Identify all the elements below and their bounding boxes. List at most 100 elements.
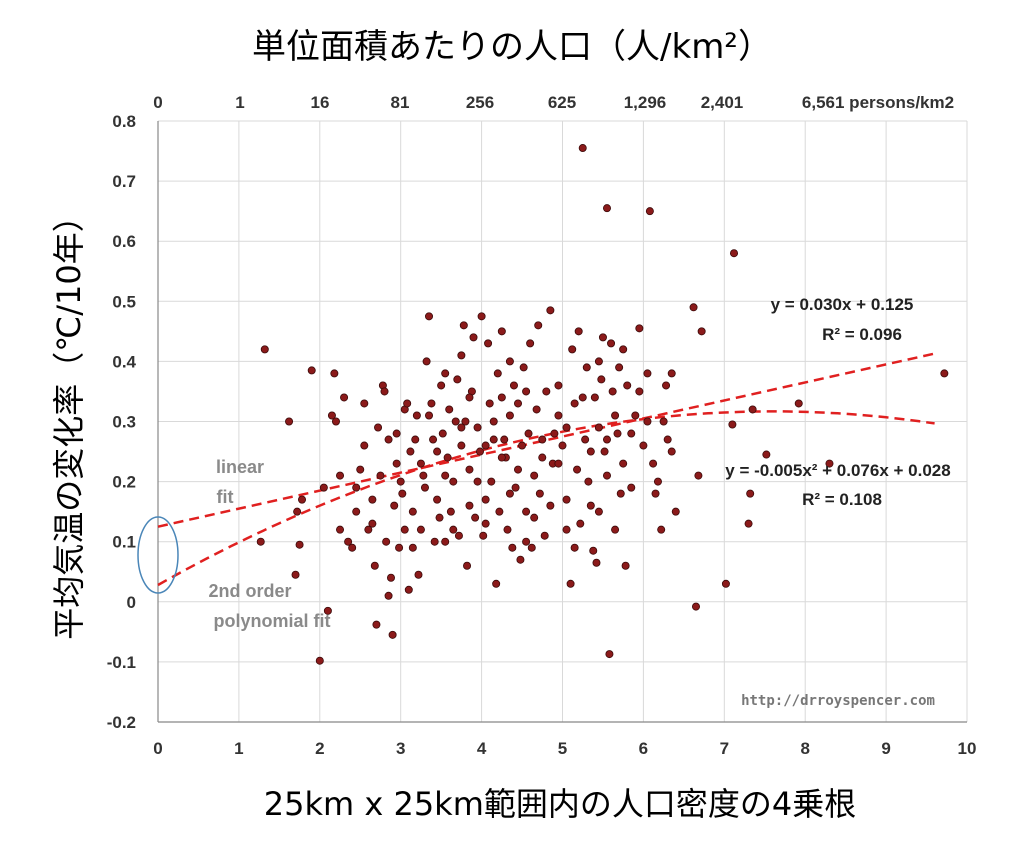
data-point: [527, 543, 536, 552]
y-tick-label: 0.4: [112, 352, 136, 371]
x-tick-label: 0: [153, 739, 162, 758]
data-point: [416, 459, 425, 468]
linear-fit-line: [157, 352, 935, 528]
data-point: [616, 489, 625, 498]
x-tick-label: 4: [477, 739, 487, 758]
data-point: [532, 405, 541, 414]
data-point: [522, 537, 531, 546]
data-point: [566, 579, 575, 588]
data-point: [360, 399, 369, 408]
data-point: [667, 369, 676, 378]
data-point: [400, 525, 409, 534]
data-point: [408, 543, 417, 552]
data-point: [623, 381, 632, 390]
data-point: [594, 507, 603, 516]
data-point: [825, 459, 834, 468]
data-point: [615, 363, 624, 372]
data-point: [597, 375, 606, 384]
top-axis-tick-label: 1: [235, 93, 244, 112]
data-point: [451, 417, 460, 426]
chart-title: 単位面積あたりの人口（人/km²）: [252, 27, 772, 67]
poly-fit-r2: R² = 0.108: [802, 490, 882, 509]
data-point: [522, 507, 531, 516]
data-point: [667, 447, 676, 456]
data-point: [492, 579, 501, 588]
data-point: [433, 495, 442, 504]
data-point: [689, 303, 698, 312]
data-point: [594, 423, 603, 432]
data-point: [291, 570, 300, 579]
data-point: [744, 519, 753, 528]
linear-fit-label-line1: linear: [216, 457, 264, 477]
data-point: [514, 399, 523, 408]
data-point: [535, 489, 544, 498]
data-point: [691, 602, 700, 611]
data-point: [408, 507, 417, 516]
data-point: [643, 417, 652, 426]
data-point: [420, 483, 429, 492]
data-point: [489, 417, 498, 426]
data-point: [481, 519, 490, 528]
data-point: [562, 423, 571, 432]
tick-labels: 0 1 2 3 4 5 6 7 8 9 10-0.2-0.100.10.20.30.40.50.60…: [107, 93, 977, 758]
data-point: [589, 546, 598, 555]
x-tick-label: 3: [396, 739, 405, 758]
data-point: [441, 369, 450, 378]
data-point: [388, 630, 397, 639]
data-point: [657, 525, 666, 534]
data-point: [384, 435, 393, 444]
data-point: [694, 471, 703, 480]
data-point: [422, 357, 431, 366]
linear-fit-label-line2: fit: [217, 487, 234, 507]
y-tick-label: 0.8: [112, 112, 136, 131]
data-point: [457, 351, 466, 360]
y-tick-label: 0.5: [112, 292, 136, 311]
data-point: [508, 543, 517, 552]
data-point: [380, 387, 389, 396]
data-point: [368, 495, 377, 504]
data-point: [607, 339, 616, 348]
data-point: [662, 381, 671, 390]
data-point: [411, 435, 420, 444]
data-point: [435, 513, 444, 522]
data-point: [558, 441, 567, 450]
x-tick-label: 5: [558, 739, 567, 758]
data-point: [433, 447, 442, 456]
data-point: [457, 441, 466, 450]
x-tick-label: 2: [315, 739, 324, 758]
data-point: [429, 435, 438, 444]
data-point: [651, 489, 660, 498]
data-point: [386, 573, 395, 582]
data-point: [427, 399, 436, 408]
top-axis-tick-label: 81: [391, 93, 410, 112]
data-point: [697, 327, 706, 336]
data-point: [573, 465, 582, 474]
data-point: [586, 447, 595, 456]
data-point: [471, 513, 480, 522]
data-point: [368, 519, 377, 528]
data-point: [352, 507, 361, 516]
data-point: [514, 465, 523, 474]
data-point: [611, 411, 620, 420]
data-point: [570, 399, 579, 408]
data-point: [645, 207, 654, 216]
data-point: [627, 429, 636, 438]
data-point: [497, 453, 506, 462]
x-tick-label: 1: [234, 739, 243, 758]
x-tick-label: 7: [720, 739, 729, 758]
data-point: [336, 525, 345, 534]
data-point: [256, 537, 265, 546]
data-point: [746, 489, 755, 498]
data-point: [594, 357, 603, 366]
data-point: [602, 471, 611, 480]
data-point: [608, 387, 617, 396]
y-tick-label: 0.6: [112, 232, 136, 251]
data-point: [538, 453, 547, 462]
y-tick-label: -0.2: [107, 713, 136, 732]
data-point: [576, 519, 585, 528]
data-point: [348, 543, 357, 552]
intercept-highlight-ellipse: [137, 516, 179, 594]
y-tick-label: 0: [127, 593, 136, 612]
data-point: [505, 357, 514, 366]
